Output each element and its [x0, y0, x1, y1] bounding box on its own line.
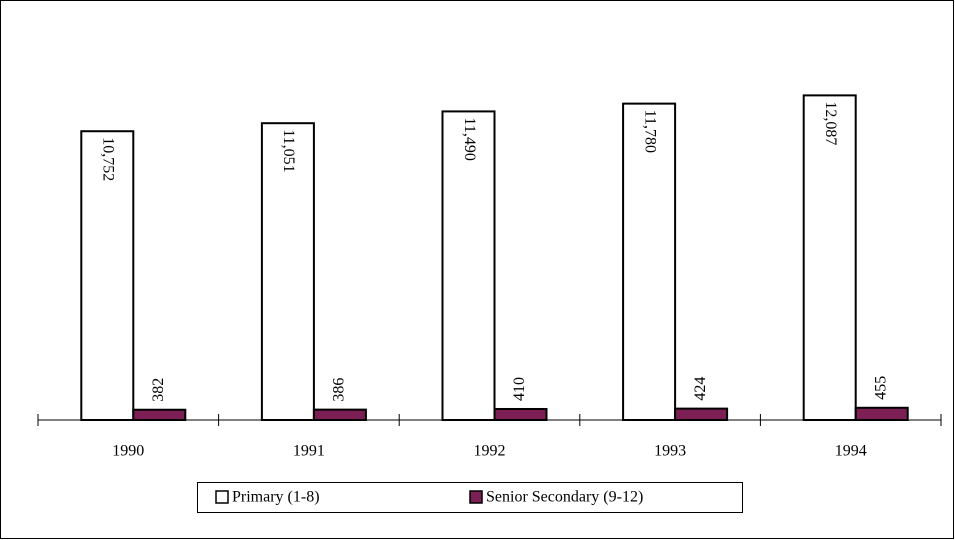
data-label: 11,051	[280, 129, 297, 172]
data-label: 12,087	[822, 101, 839, 145]
bar	[854, 406, 909, 421]
bar	[260, 122, 315, 421]
data-label: 382	[150, 378, 167, 402]
data-label: 455	[872, 376, 889, 400]
legend-swatch	[215, 490, 229, 504]
bar	[674, 407, 729, 422]
data-label: 11,490	[461, 117, 478, 160]
data-label: 386	[331, 378, 348, 402]
bar	[132, 408, 187, 421]
bar	[312, 408, 367, 422]
data-label: 410	[511, 377, 528, 401]
data-label: 424	[692, 377, 709, 401]
legend-label: Primary (1-8)	[232, 489, 320, 506]
x-tick-label: 1990	[112, 443, 144, 460]
x-tick-label: 1993	[654, 443, 686, 460]
x-tick-label: 1992	[474, 443, 506, 460]
legend-label: Senior Secondary (9-12)	[486, 489, 643, 506]
legend-swatch	[469, 490, 483, 504]
x-tick-label: 1991	[293, 443, 325, 460]
data-label: 11,780	[641, 110, 658, 153]
bar	[622, 102, 677, 421]
bar	[493, 407, 548, 422]
data-label: 10,752	[100, 137, 117, 181]
x-tick-label: 1994	[835, 443, 867, 460]
